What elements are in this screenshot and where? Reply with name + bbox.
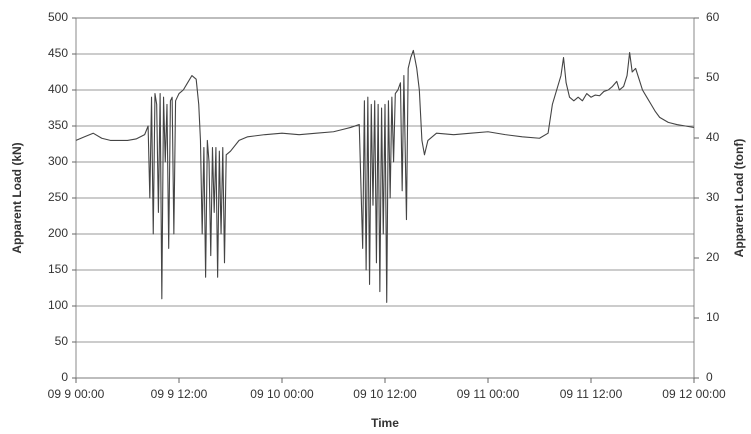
y2-tick-label: 60	[706, 10, 720, 24]
x-tick-label: 09 9 00:00	[48, 387, 105, 401]
x-tick-label: 09 9 12:00	[151, 387, 208, 401]
x-tick-label: 09 11 00:00	[457, 387, 520, 401]
y-tick-label: 150	[48, 262, 68, 276]
y2-tick-label: 30	[706, 190, 720, 204]
y2-tick-label: 50	[706, 70, 720, 84]
x-tick-label: 09 10 12:00	[353, 387, 417, 401]
y2-tick-label: 0	[706, 370, 713, 384]
series-line	[75, 49, 695, 303]
y2-tick-label: 40	[706, 130, 720, 144]
y-axis-title: Apparent Load (kN)	[10, 142, 24, 253]
x-tick-label: 09 12 00:00	[662, 387, 726, 401]
y-tick-label: 0	[61, 370, 68, 384]
y-tick-label: 200	[48, 226, 68, 240]
y2-tick-label: 10	[706, 310, 720, 324]
y2-tick-label: 20	[706, 250, 720, 264]
x-tick-label: 09 10 00:00	[250, 387, 314, 401]
x-axis-title: Time	[371, 416, 399, 430]
y-tick-label: 400	[48, 82, 68, 96]
y-tick-label: 100	[48, 298, 68, 312]
y-tick-label: 300	[48, 154, 68, 168]
y-tick-label: 250	[48, 190, 68, 204]
x-tick-label: 09 11 12:00	[560, 387, 623, 401]
y-tick-label: 500	[48, 10, 68, 24]
y-tick-label: 350	[48, 118, 68, 132]
y-tick-label: 50	[55, 334, 69, 348]
y-tick-label: 450	[48, 46, 68, 60]
y2-axis-title: Apparent Load (tonf)	[732, 139, 746, 258]
